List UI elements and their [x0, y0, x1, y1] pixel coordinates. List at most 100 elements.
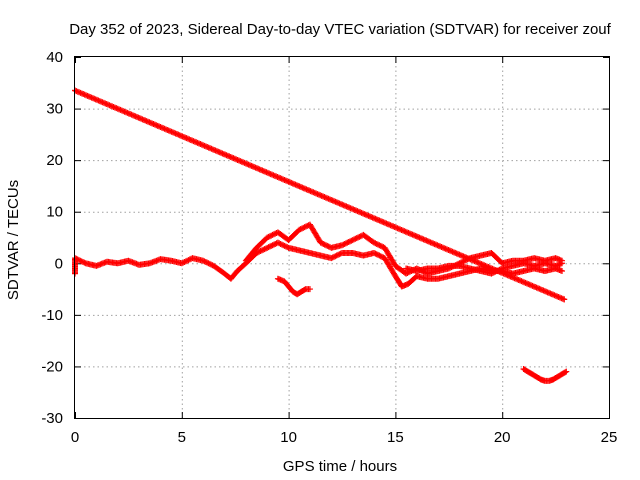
data-point [256, 248, 263, 255]
data-point [403, 270, 410, 277]
data-point [262, 245, 269, 252]
data-point [318, 240, 325, 247]
y-tick-label: -20 [41, 358, 63, 375]
plot-frame [74, 56, 610, 419]
data-point [257, 248, 264, 255]
data-point [559, 268, 566, 275]
data-point [325, 243, 332, 250]
data-point [265, 244, 272, 251]
data-point [206, 260, 213, 267]
y-tick-label: 10 [46, 204, 63, 221]
data-point [339, 242, 345, 249]
data-point [349, 237, 356, 244]
data-point [208, 261, 215, 268]
data-point [375, 241, 382, 248]
data-point [302, 223, 309, 230]
x-tick-label: 0 [71, 429, 79, 446]
data-point [200, 257, 207, 264]
data-point [341, 240, 348, 247]
data-point [74, 256, 81, 263]
data-point [375, 251, 382, 258]
data-points [72, 87, 570, 384]
data-point [322, 242, 329, 249]
data-point [355, 234, 362, 241]
data-point [563, 368, 570, 375]
data-point [379, 243, 386, 250]
data-point [298, 225, 305, 232]
data-point [300, 224, 307, 231]
data-point [328, 255, 335, 262]
x-tick-label: 5 [178, 429, 186, 446]
data-point [379, 253, 386, 260]
x-axis-label: GPS time / hours [283, 458, 397, 475]
data-point [332, 253, 339, 260]
data-point [272, 240, 279, 247]
data-point [268, 242, 275, 249]
y-tick-label: 20 [46, 152, 63, 169]
data-point [185, 257, 192, 264]
data-point [280, 242, 287, 249]
data-point [276, 240, 283, 247]
data-point [334, 251, 341, 258]
data-point [184, 257, 191, 264]
data-point [264, 244, 271, 251]
data-point [201, 258, 208, 265]
data-point [345, 239, 352, 246]
data-point [202, 258, 209, 265]
data-point [488, 270, 495, 277]
data-point [186, 256, 193, 263]
data-point [377, 242, 384, 249]
data-point [329, 254, 336, 261]
data-point [348, 237, 355, 244]
data-point [351, 236, 358, 243]
data-point [333, 252, 340, 259]
data-point [559, 260, 566, 267]
data-point [320, 240, 327, 247]
y-tick-label: 40 [46, 49, 63, 66]
data-point [76, 257, 83, 264]
data-point [77, 257, 84, 264]
data-point [274, 239, 281, 246]
data-point [373, 251, 380, 258]
data-point [205, 260, 212, 267]
x-tick-label: 10 [280, 429, 297, 446]
data-point [270, 241, 277, 248]
data-point [347, 238, 354, 245]
data-point [182, 258, 189, 265]
data-point [80, 258, 87, 265]
data-point [296, 226, 303, 233]
data-point [337, 250, 344, 257]
data-point [376, 252, 383, 259]
data-point [353, 235, 360, 242]
y-tick-label: -30 [41, 410, 63, 427]
y-tick-label: 0 [55, 255, 63, 272]
data-point [180, 259, 187, 266]
y-axis-label: SDTVAR / TECUs [5, 180, 22, 300]
grid-lines [75, 57, 609, 418]
data-point [372, 240, 379, 247]
data-point [317, 239, 324, 246]
data-point [340, 241, 347, 248]
data-point [265, 233, 272, 240]
y-tick-label: 30 [46, 101, 63, 118]
data-point [330, 253, 337, 260]
data-point [78, 258, 85, 265]
data-point [269, 242, 276, 249]
data-point [321, 241, 328, 248]
data-point [561, 296, 568, 303]
data-point [278, 241, 285, 248]
data-point [81, 259, 88, 266]
data-point [282, 243, 289, 250]
y-tick-label: -10 [41, 307, 63, 324]
data-point [260, 246, 267, 253]
data-point [204, 259, 211, 266]
data-point [371, 239, 378, 246]
data-point [373, 240, 380, 247]
x-tick-label: 15 [387, 429, 404, 446]
data-point [178, 260, 185, 267]
data-point [352, 235, 359, 242]
data-point [343, 240, 350, 247]
x-tick-label: 25 [601, 429, 618, 446]
data-point [281, 242, 288, 249]
